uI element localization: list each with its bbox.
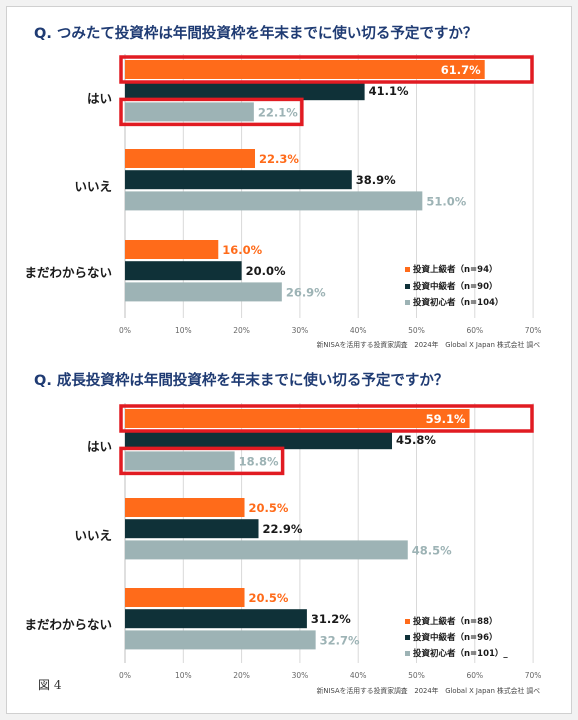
bar-value-label: 61.7% bbox=[441, 63, 481, 77]
x-tick-label: 30% bbox=[292, 326, 309, 335]
x-tick-label: 30% bbox=[292, 671, 309, 680]
x-tick-label: 70% bbox=[525, 671, 542, 680]
bar-value-label: 32.7% bbox=[320, 633, 360, 647]
bar-value-label: 31.2% bbox=[311, 612, 351, 626]
legend-intermediate-label: 投資中級者（n=96） bbox=[413, 632, 498, 643]
bar bbox=[125, 630, 316, 650]
category-label: はい bbox=[87, 91, 112, 106]
bar-value-label: 45.8% bbox=[396, 433, 436, 447]
bar bbox=[125, 261, 242, 281]
category-label: まだわからない bbox=[24, 265, 112, 280]
bar bbox=[125, 240, 219, 259]
x-tick-label: 10% bbox=[175, 671, 192, 680]
x-tick-label: 20% bbox=[233, 671, 250, 680]
bar bbox=[125, 588, 245, 607]
category-label: まだわからない bbox=[24, 617, 112, 632]
chart-title: Q. つみたて投資枠は年間投資枠を年末までに使い切る予定ですか？ bbox=[34, 24, 477, 42]
bar bbox=[125, 81, 365, 101]
bar-value-label: 20.5% bbox=[249, 501, 289, 515]
bar-value-label: 48.5% bbox=[412, 543, 452, 557]
bar bbox=[125, 540, 408, 560]
x-tick-label: 20% bbox=[233, 326, 250, 335]
bar bbox=[125, 451, 235, 471]
figure-label: 図 4 bbox=[38, 678, 62, 692]
bar bbox=[125, 102, 254, 122]
x-tick-label: 50% bbox=[408, 326, 425, 335]
bar bbox=[125, 430, 393, 450]
x-tick-label: 40% bbox=[350, 326, 367, 335]
category-label: はい bbox=[87, 439, 112, 454]
x-tick-label: 0% bbox=[119, 671, 131, 680]
bar-value-label: 18.8% bbox=[239, 454, 279, 468]
legend-intermediate-label: 投資中級者（n=90） bbox=[413, 281, 498, 292]
bar bbox=[125, 60, 485, 79]
bar-value-label: 26.9% bbox=[286, 285, 326, 299]
legend-advanced-swatch bbox=[405, 267, 410, 272]
bar-value-label: 51.0% bbox=[426, 194, 466, 208]
bar bbox=[125, 170, 352, 190]
legend-advanced-label: 投資上級者（n=88） bbox=[413, 616, 498, 627]
x-tick-label: 60% bbox=[466, 671, 483, 680]
chart-title: Q. 成長投資枠は年間投資枠を年末までに使い切る予定ですか？ bbox=[34, 371, 448, 389]
highlight-box bbox=[119, 404, 534, 433]
x-tick-label: 50% bbox=[408, 671, 425, 680]
bar bbox=[125, 609, 307, 629]
source-note: 新NISAを活用する投資家調査 2024年 Global X Japan 株式会… bbox=[317, 340, 541, 349]
legend-beginner-label: 投資初心者（n=104） bbox=[413, 297, 503, 308]
category-label: いいえ bbox=[74, 179, 112, 194]
legend-beginner-label: 投資初心者（n=101）_ bbox=[413, 648, 508, 659]
source-note: 新NISAを活用する投資家調査 2024年 Global X Japan 株式会… bbox=[317, 686, 541, 695]
x-tick-label: 0% bbox=[119, 326, 131, 335]
legend-beginner-swatch bbox=[405, 651, 410, 656]
bar-value-label: 20.5% bbox=[249, 591, 289, 605]
legend-beginner-swatch bbox=[405, 300, 410, 305]
bar bbox=[125, 282, 282, 302]
bar bbox=[125, 149, 256, 168]
x-tick-label: 70% bbox=[525, 326, 542, 335]
highlight-box bbox=[119, 97, 304, 127]
legend-intermediate-swatch bbox=[405, 635, 410, 640]
bar-value-label: 22.3% bbox=[259, 152, 299, 166]
x-tick-label: 40% bbox=[350, 671, 367, 680]
legend-advanced-swatch bbox=[405, 619, 410, 624]
bar-value-label: 38.9% bbox=[356, 173, 396, 187]
x-tick-label: 60% bbox=[466, 326, 483, 335]
x-tick-label: 10% bbox=[175, 326, 192, 335]
highlight-box bbox=[119, 446, 285, 476]
highlight-box bbox=[119, 55, 534, 84]
category-label: いいえ bbox=[74, 528, 112, 543]
bar-value-label: 16.0% bbox=[222, 243, 262, 257]
legend-advanced-label: 投資上級者（n=94） bbox=[413, 264, 498, 275]
bar bbox=[125, 519, 259, 539]
bar-value-label: 22.9% bbox=[263, 522, 303, 536]
bar bbox=[125, 498, 245, 517]
legend-intermediate-swatch bbox=[405, 284, 410, 289]
bar bbox=[125, 409, 470, 428]
bar-value-label: 59.1% bbox=[426, 412, 466, 426]
bar-value-label: 22.1% bbox=[258, 105, 298, 119]
bar bbox=[125, 191, 423, 211]
bar-value-label: 20.0% bbox=[246, 264, 286, 278]
bar-value-label: 41.1% bbox=[369, 84, 409, 98]
